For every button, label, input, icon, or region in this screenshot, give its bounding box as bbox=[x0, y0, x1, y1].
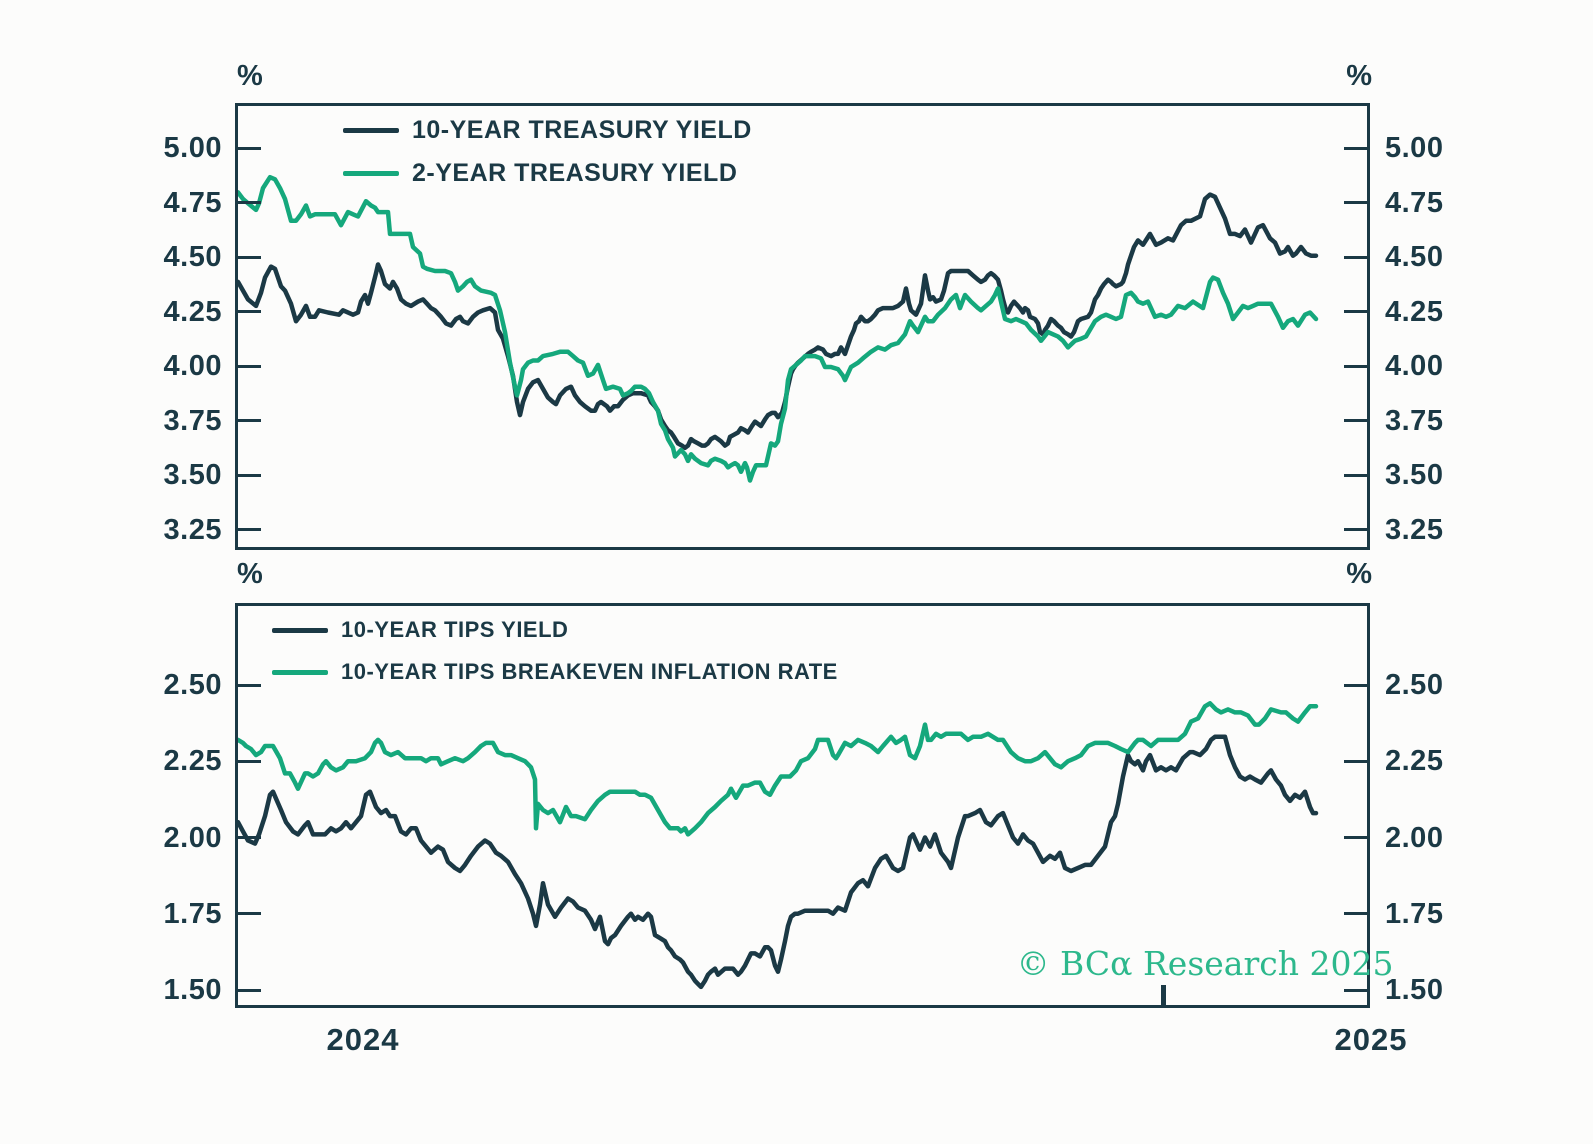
y-axis-label-left: 1.75 bbox=[163, 897, 222, 930]
treasury-yield-plot-area bbox=[235, 103, 1370, 550]
legend-item-tips-yield: 10-YEAR TIPS YIELD bbox=[272, 615, 568, 645]
legend-line-green-icon bbox=[343, 170, 399, 176]
unit-label-bottom-right: % bbox=[1346, 558, 1372, 590]
ytick-right bbox=[1344, 759, 1370, 763]
y-axis-label-right: 5.00 bbox=[1385, 132, 1444, 164]
legend-label: 2-YEAR TREASURY YIELD bbox=[412, 158, 738, 187]
y-axis-label-right: 4.00 bbox=[1385, 350, 1444, 383]
y-axis-label-left: 3.75 bbox=[163, 404, 222, 437]
series-line-10-year-tips-breakeven-inflation-rate bbox=[238, 701, 1319, 837]
ytick-right bbox=[1344, 419, 1370, 423]
series-line-10-year-tips-yield bbox=[238, 734, 1319, 990]
ytick-left bbox=[235, 310, 261, 314]
legend-line-navy-icon bbox=[272, 627, 328, 633]
ytick-right bbox=[1344, 310, 1370, 314]
x-axis-year-tick bbox=[1161, 985, 1166, 1005]
y-axis-label-right: 2.00 bbox=[1385, 821, 1444, 854]
y-axis-label-right: 3.50 bbox=[1385, 459, 1444, 492]
legend-line-navy-icon bbox=[343, 127, 399, 133]
y-axis-label-left: 2.00 bbox=[163, 821, 222, 854]
legend-label: 10-YEAR TIPS BREAKEVEN INFLATION RATE bbox=[341, 659, 838, 684]
ytick-left bbox=[235, 683, 261, 687]
ytick-left bbox=[235, 473, 261, 477]
ytick-left bbox=[235, 988, 261, 992]
tips-plot-area bbox=[235, 603, 1370, 1008]
y-axis-label-right: 1.75 bbox=[1385, 897, 1444, 930]
unit-label-top-left: % bbox=[237, 60, 263, 92]
series-lines bbox=[238, 701, 1319, 990]
legend-label: 10-YEAR TREASURY YIELD bbox=[412, 115, 752, 144]
y-axis-label-left: 5.00 bbox=[163, 132, 222, 164]
legend-label: 10-YEAR TIPS YIELD bbox=[341, 617, 569, 642]
y-axis-label-right: 3.25 bbox=[1385, 513, 1444, 546]
unit-label-top-right: % bbox=[1346, 60, 1372, 92]
ytick-right bbox=[1344, 201, 1370, 204]
series-lines bbox=[238, 174, 1319, 483]
y-axis-label-right: 1.50 bbox=[1385, 974, 1444, 1006]
ytick-right bbox=[1344, 364, 1370, 368]
legend-line-green-icon bbox=[272, 669, 328, 675]
legend-item-10y-treasury: 10-YEAR TREASURY YIELD bbox=[343, 115, 752, 145]
ytick-left bbox=[235, 201, 261, 204]
y-axis-label-left: 4.75 bbox=[163, 186, 222, 219]
ytick-right bbox=[1344, 912, 1370, 916]
ytick-left bbox=[235, 146, 261, 150]
legend-item-2y-treasury: 2-YEAR TREASURY YIELD bbox=[343, 158, 737, 188]
ytick-left bbox=[235, 364, 261, 368]
ytick-left bbox=[235, 528, 261, 532]
y-axis-label-left: 3.25 bbox=[163, 513, 222, 546]
y-axis-label-right: 3.75 bbox=[1385, 404, 1444, 437]
y-axis-label-left: 2.50 bbox=[163, 669, 222, 701]
y-axis-label-left: 4.25 bbox=[163, 295, 222, 328]
x-axis-label-2024: 2024 bbox=[326, 1022, 400, 1057]
y-axis-label-left: 4.50 bbox=[163, 241, 222, 274]
y-axis-label-right: 2.50 bbox=[1385, 669, 1444, 701]
series-line-2-year-treasury-yield bbox=[238, 174, 1319, 483]
legend-item-tips-breakeven: 10-YEAR TIPS BREAKEVEN INFLATION RATE bbox=[272, 657, 838, 687]
y-axis-label-left: 1.50 bbox=[163, 974, 222, 1006]
ytick-right bbox=[1344, 988, 1370, 992]
ytick-right bbox=[1344, 683, 1370, 687]
y-axis-label-right: 4.50 bbox=[1385, 241, 1444, 274]
ytick-right bbox=[1344, 528, 1370, 532]
y-axis-label-right: 4.25 bbox=[1385, 295, 1444, 328]
unit-label-bottom-left: % bbox=[237, 558, 263, 590]
ytick-right bbox=[1344, 146, 1370, 150]
y-axis-label-left: 4.00 bbox=[163, 350, 222, 383]
ytick-right bbox=[1344, 836, 1370, 839]
ytick-right bbox=[1344, 473, 1370, 477]
ytick-left bbox=[235, 836, 261, 839]
ytick-left bbox=[235, 419, 261, 423]
ytick-right bbox=[1344, 255, 1370, 259]
x-axis-label-2025: 2025 bbox=[1334, 1022, 1408, 1057]
y-axis-label-left: 3.50 bbox=[163, 459, 222, 492]
ytick-left bbox=[235, 255, 261, 259]
y-axis-label-left: 2.25 bbox=[163, 745, 222, 778]
y-axis-label-right: 4.75 bbox=[1385, 186, 1444, 219]
y-axis-label-right: 2.25 bbox=[1385, 745, 1444, 778]
bca-research-watermark: © BCα Research 2025 bbox=[1016, 944, 1394, 983]
ytick-left bbox=[235, 912, 261, 916]
ytick-left bbox=[235, 759, 261, 763]
